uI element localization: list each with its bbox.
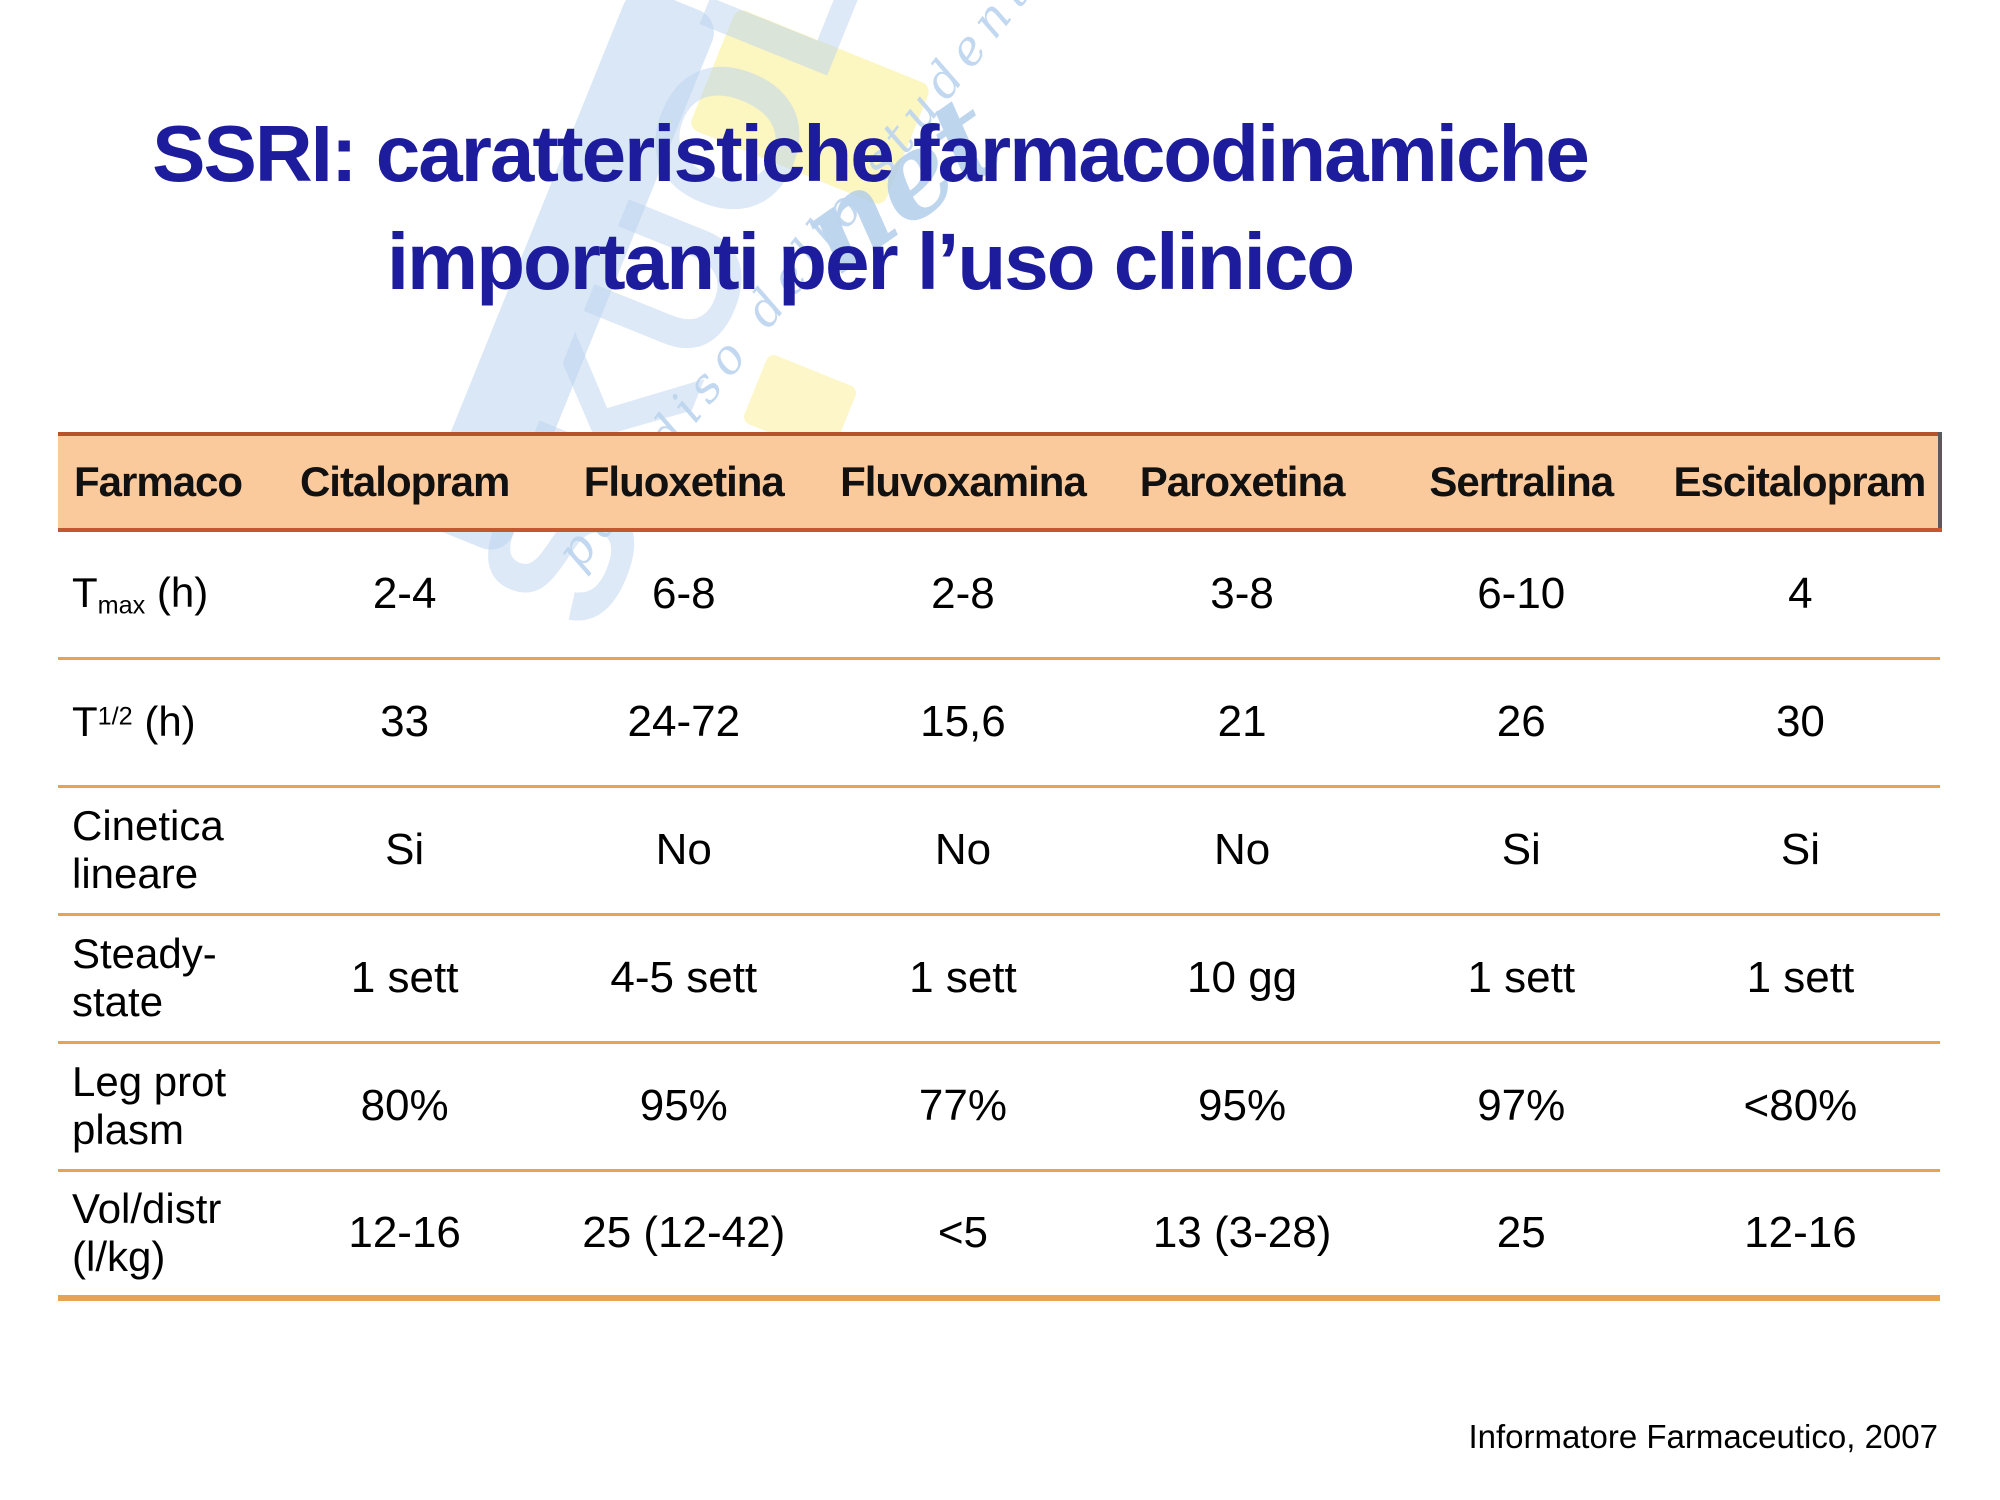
table-cell: 21 xyxy=(1102,658,1382,788)
table-cell: 30 xyxy=(1660,658,1940,788)
table-cell: 25 (12-42) xyxy=(544,1170,824,1301)
table-cell: 95% xyxy=(544,1042,824,1172)
table-cell: 95% xyxy=(1102,1042,1382,1172)
table-cell: 6-8 xyxy=(544,530,824,660)
row-label: Leg prot plasm xyxy=(58,1042,266,1172)
table-cell: 97% xyxy=(1381,1042,1661,1172)
table-cell: 10 gg xyxy=(1102,914,1382,1044)
table-cell: 2-4 xyxy=(265,530,545,660)
column-header: Escitalopram xyxy=(1660,432,1943,532)
table-cell: No xyxy=(823,786,1103,916)
table-cell: No xyxy=(544,786,824,916)
table-cell: 1 sett xyxy=(265,914,545,1044)
column-header: Citalopram xyxy=(265,432,545,532)
table-row: Cinetica lineare Si No No No Si Si xyxy=(58,786,1940,916)
table-cell: 12-16 xyxy=(265,1170,545,1301)
table-cell: 15,6 xyxy=(823,658,1103,788)
row-label: Steady- state xyxy=(58,914,266,1044)
table-cell: Si xyxy=(265,786,545,916)
row-label: T1/2 (h) xyxy=(58,658,266,788)
table-cell: 4 xyxy=(1660,530,1940,660)
table-cell: 1 sett xyxy=(823,914,1103,1044)
table-cell: Si xyxy=(1660,786,1940,916)
table-row: Tmax (h) 2-4 6-8 2-8 3-8 6-10 4 xyxy=(58,530,1940,660)
table-cell: 25 xyxy=(1381,1170,1661,1301)
table-row: Leg prot plasm 80% 95% 77% 95% 97% <80% xyxy=(58,1042,1940,1172)
table-cell: 33 xyxy=(265,658,545,788)
table-cell: 24-72 xyxy=(544,658,824,788)
table-cell: 2-8 xyxy=(823,530,1103,660)
slide-title: SSRI: caratteristiche farmacodinamiche i… xyxy=(152,109,1590,306)
ssri-table: Farmaco Citalopram Fluoxetina Fluvoxamina Pa… xyxy=(58,432,1943,1301)
column-header: Paroxetina xyxy=(1102,432,1382,532)
table-row: Steady- state 1 sett 4-5 sett 1 sett 10 gg 1 … xyxy=(58,914,1940,1044)
table-cell: 80% xyxy=(265,1042,545,1172)
table-cell: 6-10 xyxy=(1381,530,1661,660)
table-cell: No xyxy=(1102,786,1382,916)
table-cell: 4-5 sett xyxy=(544,914,824,1044)
table-header-row: Farmaco Citalopram Fluoxetina Fluvoxamina Pa… xyxy=(58,432,1943,532)
column-header: Fluoxetina xyxy=(544,432,824,532)
table-cell: 12-16 xyxy=(1660,1170,1940,1301)
table-cell: Si xyxy=(1381,786,1661,916)
table-cell: <5 xyxy=(823,1170,1103,1301)
row-label: Cinetica lineare xyxy=(58,786,266,916)
column-header: Fluvoxamina xyxy=(823,432,1103,532)
table-cell: 3-8 xyxy=(1102,530,1382,660)
ssri-table-container: Farmaco Citalopram Fluoxetina Fluvoxamina Pa… xyxy=(58,432,1943,1301)
table-row: Vol/distr (l/kg) 12-16 25 (12-42) <5 13 (3-2… xyxy=(58,1170,1940,1301)
table-cell: 26 xyxy=(1381,658,1661,788)
column-header: Sertralina xyxy=(1381,432,1661,532)
table-cell: 13 (3-28) xyxy=(1102,1170,1382,1301)
table-cell: 77% xyxy=(823,1042,1103,1172)
column-header-farmaco: Farmaco xyxy=(58,432,266,532)
table-cell: <80% xyxy=(1660,1042,1940,1172)
table-cell: 1 sett xyxy=(1381,914,1661,1044)
row-label: Vol/distr (l/kg) xyxy=(58,1170,266,1301)
row-label: Tmax (h) xyxy=(58,530,266,660)
source-citation: Informatore Farmaceutico, 2007 xyxy=(1468,1418,1938,1455)
table-cell: 1 sett xyxy=(1660,914,1940,1044)
table-row: T1/2 (h) 33 24-72 15,6 21 26 30 xyxy=(58,658,1940,788)
